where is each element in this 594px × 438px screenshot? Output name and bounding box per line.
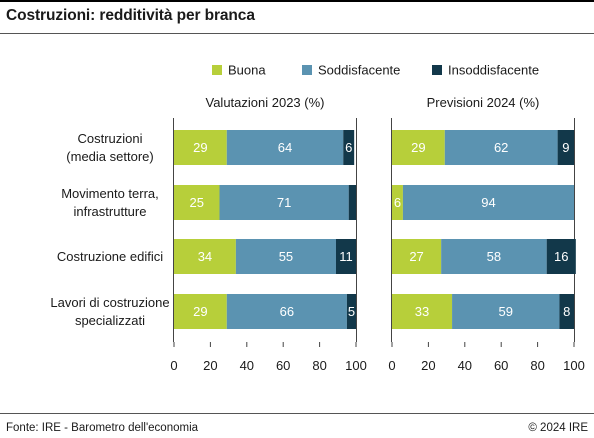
panel-valutazioni-2023: Valutazioni 2023 (%) 0 20 40 60 80 100 29 64 6 25 7…	[170, 95, 366, 373]
x-tick-label: 20	[421, 358, 435, 373]
data-label-buona: 34	[198, 249, 212, 264]
data-label-buona: 29	[411, 140, 425, 155]
bar-insoddisfacente	[335, 239, 356, 274]
data-label-buona: 27	[409, 249, 423, 264]
data-label-buona: 6	[394, 195, 401, 210]
bar-buona	[392, 239, 442, 274]
chart-canvas: Buona Soddisfacente Insoddisfacente Costru…	[50, 63, 584, 374]
x-tick-label: 20	[203, 358, 217, 373]
title-divider	[0, 33, 594, 34]
data-label-soddisfacente: 62	[494, 140, 508, 155]
legend-swatch-buona	[212, 65, 222, 75]
bar-insoddisfacente	[346, 294, 356, 329]
x-tick-label: 0	[170, 358, 177, 373]
bar-soddisfacente	[219, 185, 349, 220]
top-rule	[0, 0, 594, 2]
data-label-insoddisfacente: 5	[348, 304, 355, 319]
x-tick-label: 0	[388, 358, 395, 373]
data-label-soddisfacente: 94	[481, 195, 495, 210]
bar-buona	[392, 294, 453, 329]
bar-buona	[174, 239, 236, 274]
x-tick-label: 40	[458, 358, 472, 373]
category-label-costruzione-edifici: Costruzione edifici	[57, 249, 163, 264]
source-note: Fonte: IRE - Barometro dell'economia	[6, 422, 199, 434]
category-label-movimento-terra: infrastrutture	[74, 204, 147, 219]
panel-title: Previsioni 2024 (%)	[427, 95, 540, 110]
legend-label-soddisfacente: Soddisfacente	[318, 63, 400, 78]
data-label-buona: 33	[415, 304, 429, 319]
data-label-insoddisfacente: 9	[562, 140, 569, 155]
bar-insoddisfacente	[557, 130, 574, 165]
data-label-buona: 25	[190, 195, 204, 210]
bar-buona	[174, 294, 227, 329]
data-label-soddisfacente: 59	[499, 304, 513, 319]
bar-soddisfacente	[226, 130, 344, 165]
bar-insoddisfacente	[348, 185, 356, 220]
bar-soddisfacente	[444, 130, 558, 165]
category-label-lavori-di-costruzione: Lavori di costruzione	[50, 295, 169, 310]
x-tick-label: 40	[240, 358, 254, 373]
bar-soddisfacente	[441, 239, 547, 274]
bar-buona	[392, 130, 445, 165]
panel-previsioni-2024: Previsioni 2024 (%) 0 20 40 60 80 100 29 62 9 6 94 2…	[388, 95, 584, 373]
data-label-insoddisfacente: 8	[563, 304, 570, 319]
chart-title: Costruzioni: redditività per branca	[6, 7, 255, 24]
legend-label-insoddisfacente: Insoddisfacente	[448, 63, 539, 78]
legend-swatch-soddisfacente	[302, 65, 312, 75]
bar-insoddisfacente	[559, 294, 574, 329]
data-label-soddisfacente: 55	[279, 249, 293, 264]
footer-divider	[0, 413, 594, 414]
category-label-costruzioni: (media settore)	[66, 149, 153, 164]
legend: Buona Soddisfacente Insoddisfacente	[212, 63, 539, 78]
bar-soddisfacente	[402, 185, 574, 220]
data-label-soddisfacente: 64	[278, 140, 292, 155]
category-label-movimento-terra: Movimento terra,	[61, 186, 159, 201]
data-label-soddisfacente: 66	[280, 304, 294, 319]
x-tick-label: 60	[494, 358, 508, 373]
x-tick-label: 80	[312, 358, 326, 373]
data-label-insoddisfacente: 16	[554, 249, 568, 264]
data-label-buona: 29	[193, 140, 207, 155]
bar-buona	[392, 185, 403, 220]
bar-soddisfacente	[226, 294, 347, 329]
data-label-soddisfacente: 58	[487, 249, 501, 264]
x-tick-label: 100	[563, 358, 585, 373]
category-labels: Costruzioni (media settore) Movimento terr…	[50, 131, 169, 328]
panel-title: Valutazioni 2023 (%)	[206, 95, 325, 110]
x-tick-label: 100	[345, 358, 367, 373]
data-label-buona: 29	[193, 304, 207, 319]
bar-soddisfacente	[452, 294, 560, 329]
data-label-insoddisfacente: 11	[339, 249, 353, 264]
category-label-lavori-di-costruzione: specializzati	[75, 313, 145, 328]
legend-swatch-insoddisfacente	[432, 65, 442, 75]
data-label-soddisfacente: 71	[277, 195, 291, 210]
category-label-costruzioni: Costruzioni	[77, 131, 142, 146]
bar-buona	[174, 185, 220, 220]
x-tick-label: 80	[530, 358, 544, 373]
bar-buona	[174, 130, 227, 165]
bar-insoddisfacente	[343, 130, 355, 165]
bar-insoddisfacente	[546, 239, 576, 274]
x-tick-label: 60	[276, 358, 290, 373]
bar-soddisfacente	[235, 239, 336, 274]
copyright: © 2024 IRE	[528, 422, 588, 434]
data-label-insoddisfacente: 6	[345, 140, 352, 155]
legend-label-buona: Buona	[228, 63, 266, 78]
